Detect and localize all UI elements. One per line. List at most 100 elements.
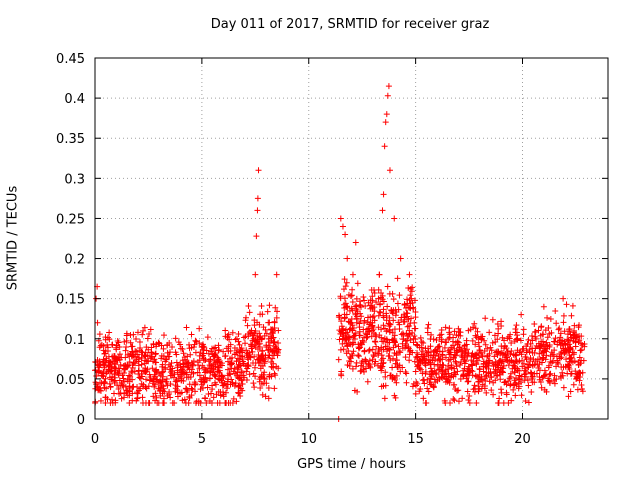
data-point — [389, 310, 396, 317]
data-point — [352, 310, 359, 317]
data-point — [412, 390, 419, 397]
data-point — [220, 348, 227, 355]
data-point — [171, 371, 178, 378]
data-point — [403, 379, 410, 386]
data-point — [147, 355, 154, 362]
data-point — [524, 361, 531, 368]
data-point — [512, 351, 519, 358]
data-point — [92, 359, 99, 366]
data-point — [404, 323, 411, 330]
data-point — [112, 367, 119, 374]
data-point — [465, 378, 472, 385]
data-point — [251, 353, 258, 360]
data-point — [186, 341, 193, 348]
data-point — [206, 362, 213, 369]
data-point — [349, 339, 356, 346]
data-point — [503, 389, 510, 396]
data-point — [373, 343, 380, 350]
data-point — [411, 332, 418, 339]
data-point — [453, 363, 460, 370]
data-point — [112, 399, 119, 406]
data-point — [557, 342, 564, 349]
data-point — [560, 384, 567, 391]
y-tick-label: 0.3 — [64, 172, 85, 187]
data-point — [245, 333, 252, 340]
data-point — [434, 362, 441, 369]
data-point — [116, 351, 123, 358]
data-point — [187, 351, 194, 358]
data-point — [452, 358, 459, 365]
data-point — [143, 376, 150, 383]
data-point — [467, 326, 474, 333]
data-point — [471, 320, 478, 327]
data-point — [402, 338, 409, 345]
data-point — [461, 343, 468, 350]
data-point — [414, 342, 421, 349]
data-point — [254, 319, 261, 326]
data-point — [436, 343, 443, 350]
data-point — [406, 271, 413, 278]
data-point — [451, 328, 458, 335]
data-point — [496, 357, 503, 364]
data-point — [378, 334, 385, 341]
data-point — [233, 398, 240, 405]
data-point — [563, 356, 570, 363]
data-point — [522, 353, 529, 360]
data-point — [482, 375, 489, 382]
data-point — [100, 369, 107, 376]
data-point — [139, 331, 146, 338]
data-point — [385, 320, 392, 327]
data-point — [178, 375, 185, 382]
data-point — [102, 348, 109, 355]
data-point — [570, 351, 577, 358]
data-point — [104, 396, 111, 403]
data-point — [483, 389, 490, 396]
data-point — [532, 345, 539, 352]
data-point — [406, 323, 413, 330]
data-point — [438, 331, 445, 338]
data-point — [418, 351, 425, 358]
data-point — [255, 167, 262, 174]
data-point — [452, 352, 459, 359]
data-point — [408, 295, 415, 302]
data-point — [261, 376, 268, 383]
data-point — [386, 339, 393, 346]
data-point — [413, 379, 420, 386]
data-point — [126, 388, 133, 395]
data-point — [396, 292, 403, 299]
data-point — [155, 380, 162, 387]
data-point — [144, 335, 151, 342]
data-point — [417, 386, 424, 393]
data-point — [246, 349, 253, 356]
data-point — [411, 358, 418, 365]
data-point — [457, 358, 464, 365]
data-point — [445, 357, 452, 364]
data-point — [351, 387, 358, 394]
data-point — [444, 376, 451, 383]
data-point — [146, 399, 153, 406]
data-point — [421, 360, 428, 367]
data-point — [109, 396, 116, 403]
data-point — [218, 362, 225, 369]
data-point — [130, 383, 137, 390]
data-point — [347, 319, 354, 326]
data-point — [439, 348, 446, 355]
data-point — [473, 334, 480, 341]
data-point — [376, 301, 383, 308]
data-point — [508, 340, 515, 347]
data-point — [491, 332, 498, 339]
data-point — [407, 300, 414, 307]
data-point — [133, 335, 140, 342]
data-point — [501, 379, 508, 386]
data-point — [447, 356, 454, 363]
data-point — [242, 340, 249, 347]
data-point — [499, 358, 506, 365]
data-point — [535, 327, 542, 334]
data-point — [387, 372, 394, 379]
data-point — [336, 312, 343, 319]
plot-frame — [94, 57, 609, 420]
data-point — [141, 357, 148, 364]
data-point — [421, 355, 428, 362]
data-point — [406, 304, 413, 311]
data-point — [393, 350, 400, 357]
